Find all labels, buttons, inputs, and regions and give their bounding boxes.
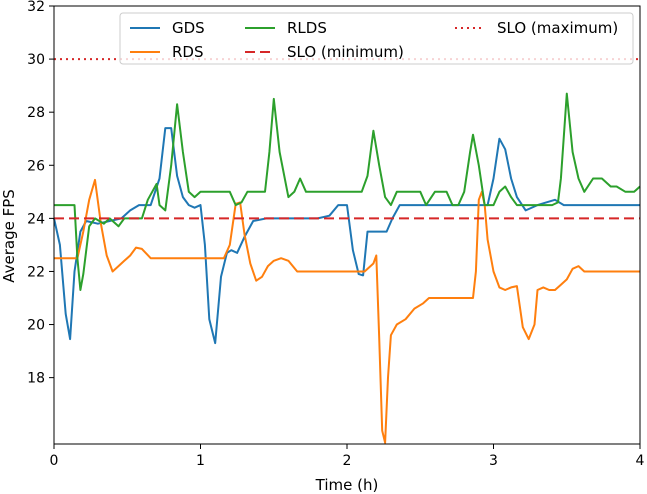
series-line-rds bbox=[54, 178, 640, 444]
y-tick-label: 26 bbox=[27, 158, 45, 174]
y-tick-label: 20 bbox=[27, 318, 45, 334]
legend-label-slo-maximum: SLO (maximum) bbox=[497, 19, 618, 37]
series-layer bbox=[53, 58, 641, 444]
y-tick-label: 22 bbox=[27, 264, 45, 280]
legend: GDS RDS RLDS SLO (minimum) SLO (maximum) bbox=[119, 12, 634, 65]
plot-frame bbox=[53, 5, 641, 445]
legend-label-rds: RDS bbox=[172, 43, 204, 61]
y-tick-label: 30 bbox=[27, 52, 45, 68]
x-axis-label: Time (h) bbox=[315, 476, 379, 494]
y-tick-label: 28 bbox=[27, 105, 45, 121]
x-tick-label: 0 bbox=[50, 453, 59, 469]
x-tick-label: 4 bbox=[636, 453, 645, 469]
y-axis-label: Average FPS bbox=[0, 189, 18, 283]
x-tick-label: 2 bbox=[343, 453, 352, 469]
series-line-rlds bbox=[54, 92, 641, 291]
series-line-gds bbox=[53, 127, 640, 345]
y-tick-label: 32 bbox=[27, 0, 45, 15]
x-axis: 0 1 2 3 4 bbox=[50, 444, 645, 469]
y-tick-label: 18 bbox=[27, 371, 45, 387]
x-tick-label: 1 bbox=[196, 453, 205, 469]
y-tick-label: 24 bbox=[27, 211, 45, 227]
x-tick-label: 3 bbox=[489, 453, 498, 469]
legend-label-rlds: RLDS bbox=[287, 19, 327, 37]
legend-label-gds: GDS bbox=[172, 19, 205, 37]
y-axis: 18 20 22 24 26 28 30 32 bbox=[27, 0, 54, 387]
legend-label-slo-minimum: SLO (minimum) bbox=[287, 43, 404, 61]
